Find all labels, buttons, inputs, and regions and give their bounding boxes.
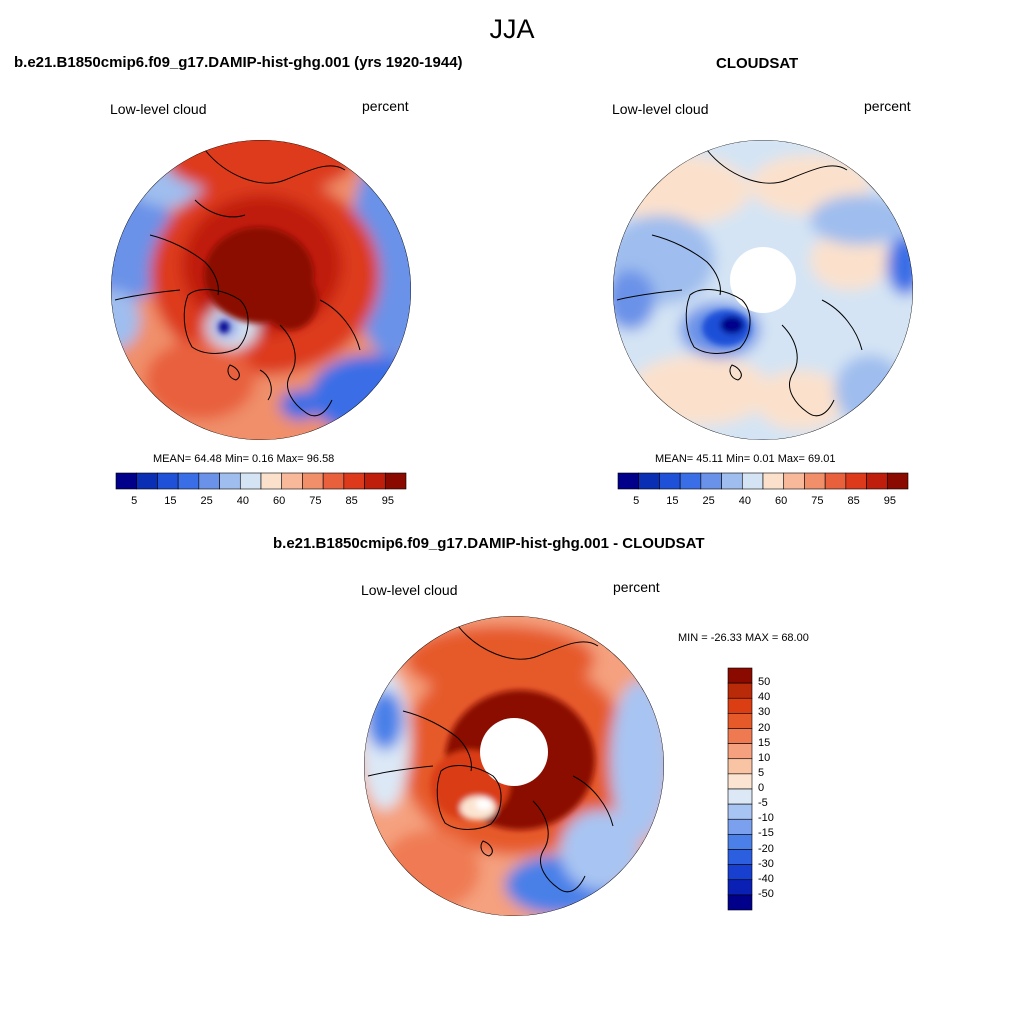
labelbar-box bbox=[886, 472, 909, 490]
labelbar-tick-label: 60 bbox=[273, 495, 286, 507]
labelbar-box bbox=[177, 472, 200, 490]
panel3-units: percent bbox=[613, 579, 660, 595]
panel1-units: percent bbox=[362, 98, 409, 114]
labelbar-box bbox=[727, 803, 753, 820]
panel2-stats: MEAN= 45.11 Min= 0.01 Max= 69.01 bbox=[655, 453, 836, 465]
labelbar-box bbox=[638, 472, 660, 490]
panel2-title: CLOUDSAT bbox=[716, 55, 799, 72]
labelbar-box bbox=[281, 472, 303, 490]
labelbar-tick-label: 15 bbox=[758, 736, 771, 749]
labelbar-tick-label: -10 bbox=[758, 812, 774, 825]
labelbar-box bbox=[700, 472, 722, 490]
labelbar-tick-label: 40 bbox=[758, 691, 771, 704]
labelbar-tick-label: 40 bbox=[738, 495, 751, 507]
labelbar-tick-label: 5 bbox=[633, 495, 640, 507]
labelbar-box bbox=[343, 472, 365, 490]
labelbar-box bbox=[727, 697, 753, 714]
labelbar-tick-label: -15 bbox=[758, 827, 774, 840]
labelbar-tick-label: 0 bbox=[758, 782, 765, 794]
labelbar-box bbox=[219, 472, 241, 490]
labelbar-tick-label: -40 bbox=[758, 872, 774, 885]
panel1-left-label: Low-level cloud bbox=[110, 101, 207, 117]
labelbar-tick-label: -5 bbox=[758, 797, 768, 810]
labelbar-tick-label: 50 bbox=[758, 676, 771, 689]
labelbar-box bbox=[384, 472, 407, 490]
labelbar-box bbox=[727, 894, 753, 911]
labelbar-box bbox=[727, 713, 753, 729]
labelbar-tick-label: 30 bbox=[758, 706, 771, 719]
labelbar-box bbox=[302, 472, 324, 490]
labelbar-tick-label: 60 bbox=[775, 495, 788, 507]
labelbar-box bbox=[824, 472, 847, 490]
labelbar-box bbox=[115, 472, 138, 490]
labelbar-box bbox=[364, 472, 386, 490]
labelbar-tick-label: 85 bbox=[847, 495, 860, 507]
labelbar-box bbox=[239, 472, 262, 490]
labelbar-tick-label: 75 bbox=[811, 495, 824, 507]
panel1-map bbox=[111, 140, 411, 440]
panel1-labelbar bbox=[115, 472, 407, 490]
labelbar-tick-label: -20 bbox=[758, 842, 774, 855]
labelbar-box bbox=[727, 743, 753, 760]
panel3-map bbox=[364, 616, 664, 916]
labelbar-box bbox=[727, 834, 753, 850]
labelbar-box bbox=[727, 773, 753, 790]
labelbar-box bbox=[157, 472, 179, 490]
labelbar-box bbox=[783, 472, 805, 490]
labelbar-box bbox=[762, 472, 785, 490]
labelbar-box bbox=[198, 472, 220, 490]
labelbar-box bbox=[804, 472, 826, 490]
labelbar-tick-label: 85 bbox=[345, 495, 358, 507]
panel2-left-label: Low-level cloud bbox=[612, 101, 709, 117]
labelbar-box bbox=[721, 472, 743, 490]
labelbar-tick-label: 95 bbox=[883, 495, 896, 507]
labelbar-tick-label: 75 bbox=[309, 495, 322, 507]
labelbar-box bbox=[727, 818, 753, 835]
labelbar-box bbox=[659, 472, 681, 490]
labelbar-tick-label: 10 bbox=[758, 751, 771, 764]
labelbar-box bbox=[136, 472, 158, 490]
labelbar-box bbox=[727, 864, 753, 881]
labelbar-tick-label: 40 bbox=[236, 495, 249, 507]
labelbar-box bbox=[260, 472, 283, 490]
labelbar-box bbox=[727, 667, 753, 684]
labelbar-box bbox=[727, 758, 753, 775]
panel3-labelbar bbox=[727, 667, 753, 911]
labelbar-tick-label: -50 bbox=[758, 887, 774, 900]
panel3-title: b.e21.B1850cmip6.f09_g17.DAMIP-hist-ghg.… bbox=[273, 535, 705, 552]
panel2-map bbox=[613, 140, 913, 440]
labelbar-box bbox=[727, 728, 753, 744]
labelbar-tick-label: 95 bbox=[381, 495, 394, 507]
labelbar-box bbox=[322, 472, 345, 490]
panel1-stats: MEAN= 64.48 Min= 0.16 Max= 96.58 bbox=[153, 453, 335, 465]
labelbar-box bbox=[617, 472, 640, 490]
figure-title: JJA bbox=[489, 14, 535, 44]
panel3-stats: MIN = -26.33 MAX = 68.00 bbox=[678, 632, 809, 644]
panel1-title: b.e21.B1850cmip6.f09_g17.DAMIP-hist-ghg.… bbox=[14, 54, 463, 71]
labelbar-box bbox=[741, 472, 764, 490]
labelbar-tick-label: 5 bbox=[758, 766, 765, 779]
labelbar-box bbox=[679, 472, 702, 490]
panel2-units: percent bbox=[864, 98, 911, 114]
labelbar-tick-label: 5 bbox=[131, 495, 138, 507]
labelbar-tick-label: 25 bbox=[200, 495, 213, 507]
labelbar-box bbox=[727, 849, 753, 865]
labelbar-box bbox=[727, 879, 753, 896]
labelbar-tick-label: 25 bbox=[702, 495, 715, 507]
labelbar-tick-label: 15 bbox=[666, 495, 679, 507]
panel2-labelbar bbox=[617, 472, 909, 490]
labelbar-tick-label: -30 bbox=[758, 857, 774, 870]
labelbar-box bbox=[727, 788, 753, 805]
labelbar-box bbox=[845, 472, 867, 490]
labelbar-box bbox=[866, 472, 888, 490]
labelbar-box bbox=[727, 682, 753, 699]
labelbar-tick-label: 15 bbox=[164, 495, 177, 507]
labelbar-tick-label: 20 bbox=[758, 721, 771, 734]
panel3-left-label: Low-level cloud bbox=[361, 582, 458, 598]
